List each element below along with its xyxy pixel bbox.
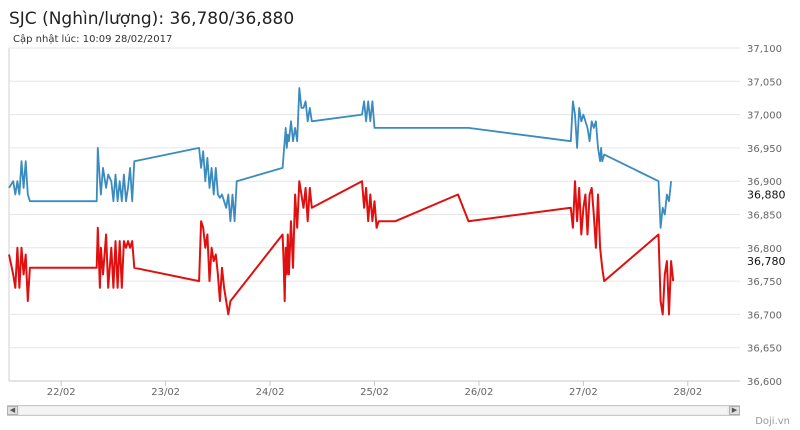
current-price-bg [743,254,795,268]
x-tick-label: 27/02 [569,387,598,398]
grid-lines [8,47,740,386]
y-axis-labels: 36,600 36,650 36,700 36,750 36,800 36,850 36,9… [747,44,782,388]
x-tick-label: 24/02 [256,387,285,398]
x-tick-label: 28/02 [673,387,702,398]
y-tick-label: 37,050 [747,77,782,88]
chevron-right-icon[interactable]: ▶ [729,406,740,415]
updated-timestamp: Cập nhật lúc: 10:09 28/02/2017 [13,34,173,45]
series-line-1 [8,87,672,229]
x-tick-label: 26/02 [465,387,494,398]
x-tick-label: 25/02 [360,387,389,398]
scroll-thumb[interactable] [20,407,727,414]
y-tick-label: 36,800 [747,244,782,255]
y-tick-label: 37,100 [747,44,782,55]
x-tick-label: 22/02 [47,387,76,398]
y-tick-label: 36,900 [747,177,782,188]
current-price-labels: 36,880 36,780 [743,187,795,268]
y-tick-label: 36,650 [747,344,782,355]
chart-scrollbar[interactable]: ◀ ▶ [7,405,740,416]
x-tick-label: 23/02 [151,387,180,398]
current-price-bg [743,187,795,201]
credit-text: Doji.vn [755,416,790,427]
y-tick-label: 36,600 [747,377,782,388]
x-axis-labels: 22/02 23/02 24/02 25/02 26/02 27/02 28/02 [47,387,702,398]
chevron-left-icon[interactable]: ◀ [7,406,18,415]
y-tick-label: 36,850 [747,211,782,222]
current-price-label: 36,880 [747,189,786,202]
y-tick-label: 36,750 [747,277,782,288]
chart-title: SJC (Nghìn/lượng): 36,780/36,880 [9,9,295,29]
series-line-2 [8,180,675,316]
y-tick-label: 37,000 [747,111,782,122]
current-price-label: 36,780 [747,255,786,268]
price-lines [8,87,675,316]
price-chart: 36,600 36,650 36,700 36,750 36,800 36,850 36,9… [8,44,795,398]
y-tick-label: 36,700 [747,310,782,321]
y-tick-label: 36,950 [747,144,782,155]
